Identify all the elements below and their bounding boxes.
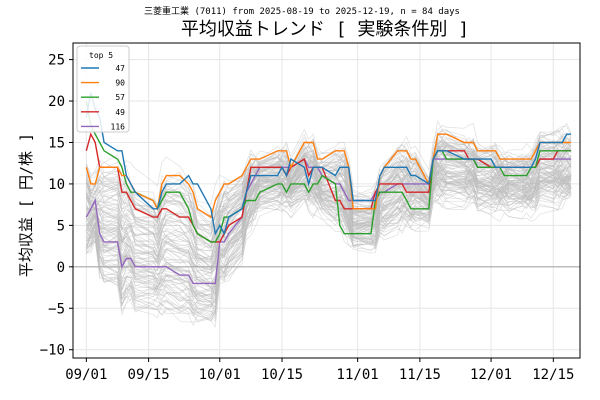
legend-label: 49: [115, 108, 125, 117]
chart-subtitle: 三菱重工業 (7011) from 2025-08-19 to 2025-12-…: [144, 5, 460, 17]
x-tick-label: 10/01: [199, 367, 241, 383]
background-line: [86, 172, 572, 304]
legend: top 547 90 57 49 116: [76, 45, 130, 133]
x-tick-label: 12/15: [532, 367, 574, 383]
y-tick-label: 20: [48, 94, 65, 110]
background-line: [86, 136, 572, 226]
legend-label: 47: [115, 64, 125, 73]
background-line: [86, 157, 572, 274]
background-line: [86, 159, 572, 272]
legend-label: 116: [111, 122, 126, 131]
x-tick-label: 10/15: [261, 367, 303, 383]
x-tick-label: 11/01: [337, 367, 379, 383]
background-line: [86, 167, 572, 297]
y-tick-label: −5: [48, 301, 65, 317]
background-line: [86, 152, 572, 277]
background-line: [86, 122, 572, 230]
series-line-47: [85, 92, 572, 236]
background-line: [86, 143, 572, 222]
legend-label: 57: [115, 93, 125, 102]
background-line: [86, 169, 572, 321]
x-tick-label: 11/15: [399, 367, 441, 383]
background-line: [86, 167, 572, 289]
legend-title: top 5: [89, 51, 113, 60]
legend-label: 90: [115, 79, 125, 88]
background-line: [86, 139, 572, 243]
plot-area: −10 −5 0 5 10 15 20 25 09/01 09/15 10/01 10/15 11/01…: [40, 42, 581, 383]
chart-title: 平均収益トレンド [ 実験条件別 ]: [181, 19, 469, 40]
series-line-90: [85, 133, 572, 219]
background-line: [86, 153, 572, 271]
background-line: [86, 169, 572, 296]
plot-frame: [72, 42, 581, 359]
background-series: [86, 120, 572, 328]
x-tick-label: 09/15: [128, 367, 170, 383]
background-line: [86, 152, 572, 271]
background-line: [86, 167, 572, 284]
y-tick-label: 5: [57, 218, 65, 234]
y-axis-label: 平均収益 [ 円/株 ]: [17, 133, 35, 277]
background-line: [86, 120, 572, 236]
x-tick-label: 09/01: [65, 367, 107, 383]
background-line: [86, 152, 572, 263]
y-tick-label: 25: [48, 53, 65, 69]
x-tick-label: 12/01: [470, 367, 512, 383]
background-line: [86, 172, 572, 287]
y-tick-label: 10: [48, 177, 65, 193]
y-tick-label: −10: [40, 343, 65, 359]
y-tick-label: 15: [48, 135, 65, 151]
y-tick-label: 0: [57, 260, 65, 276]
background-line: [86, 179, 572, 323]
